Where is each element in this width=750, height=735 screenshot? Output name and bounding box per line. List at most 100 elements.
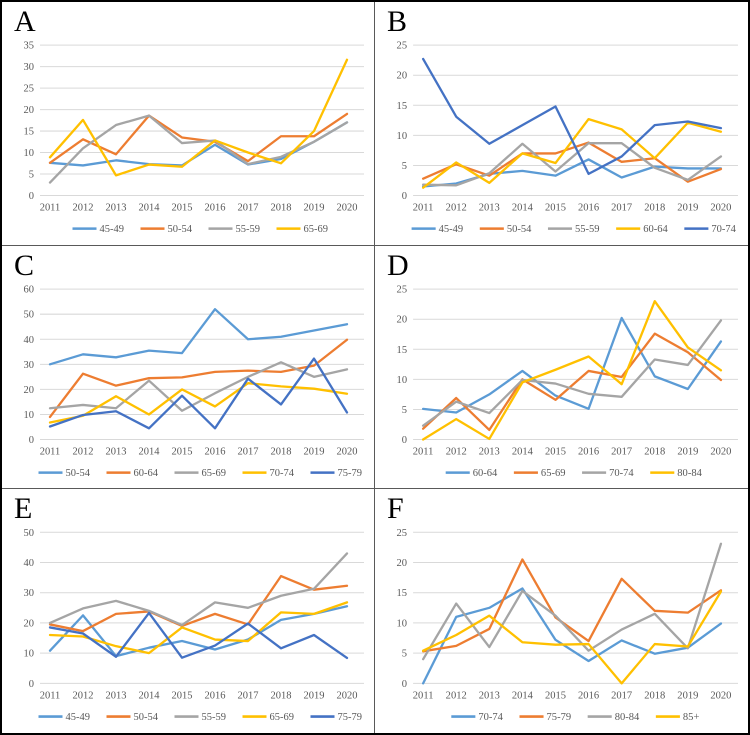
y-tick-label: 20 (24, 105, 34, 116)
legend-label: 70-74 (609, 468, 634, 479)
x-tick-label: 2018 (644, 446, 665, 457)
x-tick-label: 2016 (578, 446, 599, 457)
legend-label: 75-79 (547, 712, 572, 723)
series-line-65-69 (48, 601, 349, 655)
x-tick-label: 2019 (304, 691, 325, 702)
x-tick-label: 2018 (271, 203, 292, 214)
x-tick-label: 2018 (271, 691, 292, 702)
legend-item-65-69: 65-69 (276, 224, 328, 235)
legend-label: 85+ (683, 712, 700, 723)
series-line-80-84 (421, 542, 723, 661)
x-tick-label: 2013 (106, 446, 127, 457)
legend-item-65-69: 65-69 (174, 468, 226, 479)
series-line-50-54 (48, 307, 349, 366)
y-tick-label: 0 (402, 435, 407, 446)
legend-label: 65-69 (270, 712, 294, 723)
x-tick-label: 2016 (578, 203, 599, 214)
legend-label: 50-54 (168, 224, 193, 235)
line-chart-F: 0 5 10 15 20 25 2011 2012 2013 2014 2015 2016 2017 20… (397, 528, 738, 723)
y-tick-label: 15 (397, 101, 408, 112)
legend-item-50-54: 50-54 (140, 224, 193, 235)
legend-item-55-59: 55-59 (174, 712, 226, 723)
legend-label: 55-59 (575, 224, 600, 235)
x-tick-label: 2011 (40, 446, 61, 457)
panel-F: F 0 5 10 15 20 25 2011 2012 2013 2014 2015 2016 2017… (375, 489, 748, 733)
legend-label: 45-49 (66, 712, 90, 723)
x-tick-label: 2011 (40, 203, 61, 214)
x-tick-label: 2011 (40, 691, 61, 702)
x-tick-label: 2016 (205, 446, 226, 457)
y-tick-label: 20 (397, 558, 408, 569)
x-tick-label: 2017 (611, 446, 632, 457)
legend-label: 70-74 (478, 712, 503, 723)
y-tick-label: 10 (24, 649, 34, 660)
y-tick-label: 25 (397, 284, 408, 295)
legend-label: 50-54 (507, 224, 532, 235)
x-tick-label: 2013 (479, 203, 500, 214)
x-tick-label: 2018 (644, 203, 665, 214)
legend-item-70-74: 70-74 (582, 468, 634, 479)
series-line-70-74 (48, 381, 349, 424)
legend-label: 75-79 (338, 468, 362, 479)
series-line-50-54 (421, 141, 723, 183)
x-tick-label: 2020 (337, 203, 358, 214)
x-tick-label: 2014 (139, 446, 161, 457)
y-tick-label: 25 (397, 528, 408, 539)
y-tick-label: 10 (397, 375, 408, 386)
x-tick-label: 2020 (710, 203, 731, 214)
legend-item-50-54: 50-54 (106, 712, 159, 723)
panel-A: A 0 5 10 15 20 25 30 35 2011 2012 2013 2014 2015 2016… (2, 2, 375, 246)
y-tick-label: 15 (397, 589, 408, 600)
legend-label: 60-64 (643, 224, 668, 235)
legend-item-65-69: 65-69 (242, 712, 294, 723)
x-tick-label: 2012 (73, 203, 94, 214)
x-tick-label: 2016 (578, 691, 599, 702)
x-tick-label: 2017 (611, 691, 632, 702)
y-tick-label: 15 (24, 127, 34, 138)
legend-label: 65-69 (541, 468, 566, 479)
legend-item-75-79: 75-79 (519, 712, 571, 723)
legend-item-55-59: 55-59 (547, 224, 600, 235)
y-tick-label: 5 (402, 649, 407, 660)
series-line-70-74 (421, 587, 723, 685)
legend-label: 60-64 (473, 468, 498, 479)
y-tick-label: 50 (24, 528, 34, 539)
legend-label: 65-69 (304, 224, 328, 235)
legend-label: 80-84 (677, 468, 702, 479)
x-tick-label: 2013 (106, 691, 127, 702)
y-tick-label: 15 (397, 344, 408, 355)
y-tick-label: 10 (24, 148, 34, 159)
x-tick-label: 2014 (139, 203, 161, 214)
y-tick-label: 60 (24, 284, 34, 295)
x-tick-label: 2020 (337, 446, 358, 457)
x-tick-label: 2015 (172, 203, 193, 214)
legend-item-75-79: 75-79 (310, 712, 362, 723)
panel-E: E 0 10 20 30 40 50 2011 2012 2013 2014 2015 2016 201… (2, 489, 375, 733)
x-tick-label: 2015 (545, 691, 566, 702)
y-tick-label: 20 (397, 71, 408, 82)
series-line-65-69 (421, 332, 723, 431)
series-line-85+ (421, 590, 723, 685)
x-tick-label: 2019 (677, 203, 698, 214)
x-tick-label: 2020 (710, 446, 731, 457)
series-line-70-74 (421, 57, 723, 176)
line-chart-A: 0 5 10 15 20 25 30 35 2011 2012 2013 2014 2015 2016 20… (24, 41, 364, 235)
legend-item-70-74: 70-74 (451, 712, 504, 723)
x-tick-label: 2019 (304, 446, 325, 457)
x-tick-label: 2012 (446, 446, 467, 457)
series-line-55-59 (48, 552, 349, 627)
y-tick-label: 40 (24, 558, 34, 569)
x-tick-label: 2020 (337, 691, 358, 702)
series-line-50-54 (48, 575, 349, 633)
y-tick-label: 50 (24, 309, 34, 320)
x-tick-label: 2017 (238, 691, 259, 702)
legend-item-55-59: 55-59 (208, 224, 260, 235)
x-tick-label: 2013 (479, 446, 500, 457)
series-line-75-79 (48, 357, 349, 430)
x-tick-label: 2017 (238, 203, 259, 214)
legend-item-60-64: 60-64 (445, 468, 498, 479)
y-tick-label: 0 (29, 435, 34, 446)
y-tick-label: 35 (24, 41, 34, 52)
x-tick-label: 2018 (271, 446, 292, 457)
